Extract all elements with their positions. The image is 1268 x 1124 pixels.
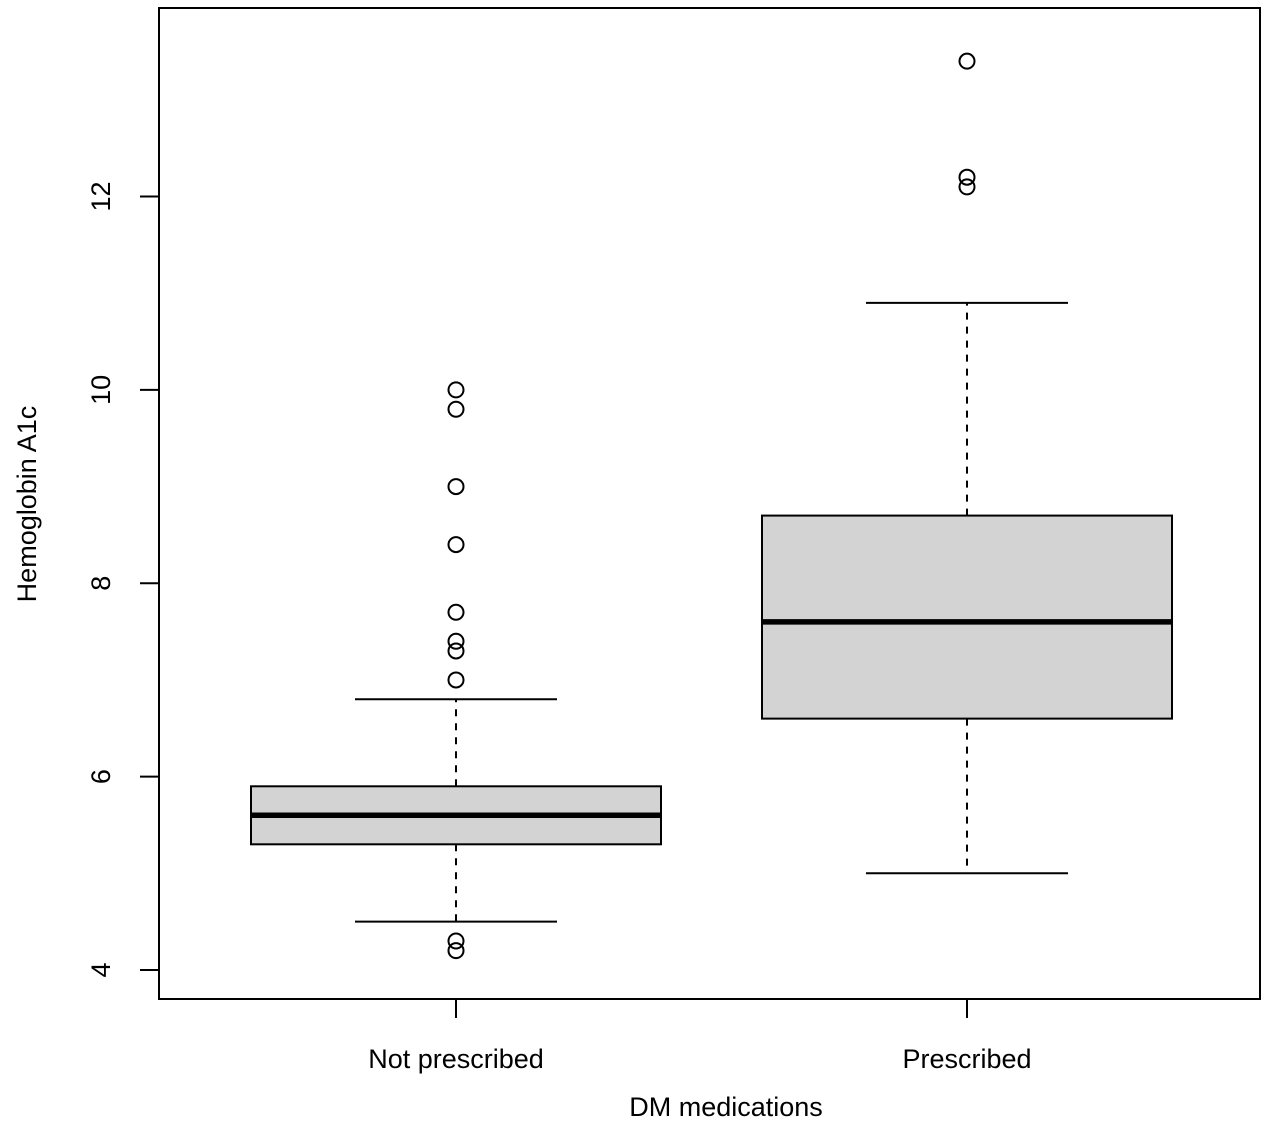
plot-layer bbox=[250, 52, 1173, 960]
outlier-point bbox=[958, 178, 976, 196]
outlier-point bbox=[447, 632, 465, 650]
y-axis-label: Hemoglobin A1c bbox=[12, 406, 42, 603]
plot-frame bbox=[158, 7, 1261, 1000]
outlier-point bbox=[447, 400, 465, 418]
y-axis: 4 6 8 10 12 bbox=[86, 182, 160, 978]
y-tick-label: 4 bbox=[86, 962, 116, 977]
y-tick-label: 10 bbox=[86, 375, 116, 405]
box-group-0 bbox=[250, 381, 662, 960]
outlier-point bbox=[447, 932, 465, 950]
iqr-box bbox=[761, 514, 1173, 720]
outlier-point bbox=[447, 942, 465, 960]
outlier-point bbox=[447, 603, 465, 621]
outlier-point bbox=[447, 671, 465, 689]
y-tick-label: 8 bbox=[86, 576, 116, 591]
box-group-1 bbox=[761, 52, 1173, 875]
outlier-point bbox=[958, 168, 976, 186]
x-axis-label: DM medications bbox=[629, 1092, 823, 1122]
outlier-point bbox=[447, 381, 465, 399]
outlier-point bbox=[447, 642, 465, 660]
outlier-point bbox=[447, 536, 465, 554]
y-tick-label: 12 bbox=[86, 182, 116, 212]
y-tick-label: 6 bbox=[86, 769, 116, 784]
outlier-point bbox=[447, 478, 465, 496]
x-axis: Not prescribed Prescribed bbox=[368, 998, 1032, 1074]
outlier-point bbox=[958, 52, 976, 70]
x-tick-label: Prescribed bbox=[902, 1044, 1031, 1074]
x-tick-label: Not prescribed bbox=[368, 1044, 544, 1074]
